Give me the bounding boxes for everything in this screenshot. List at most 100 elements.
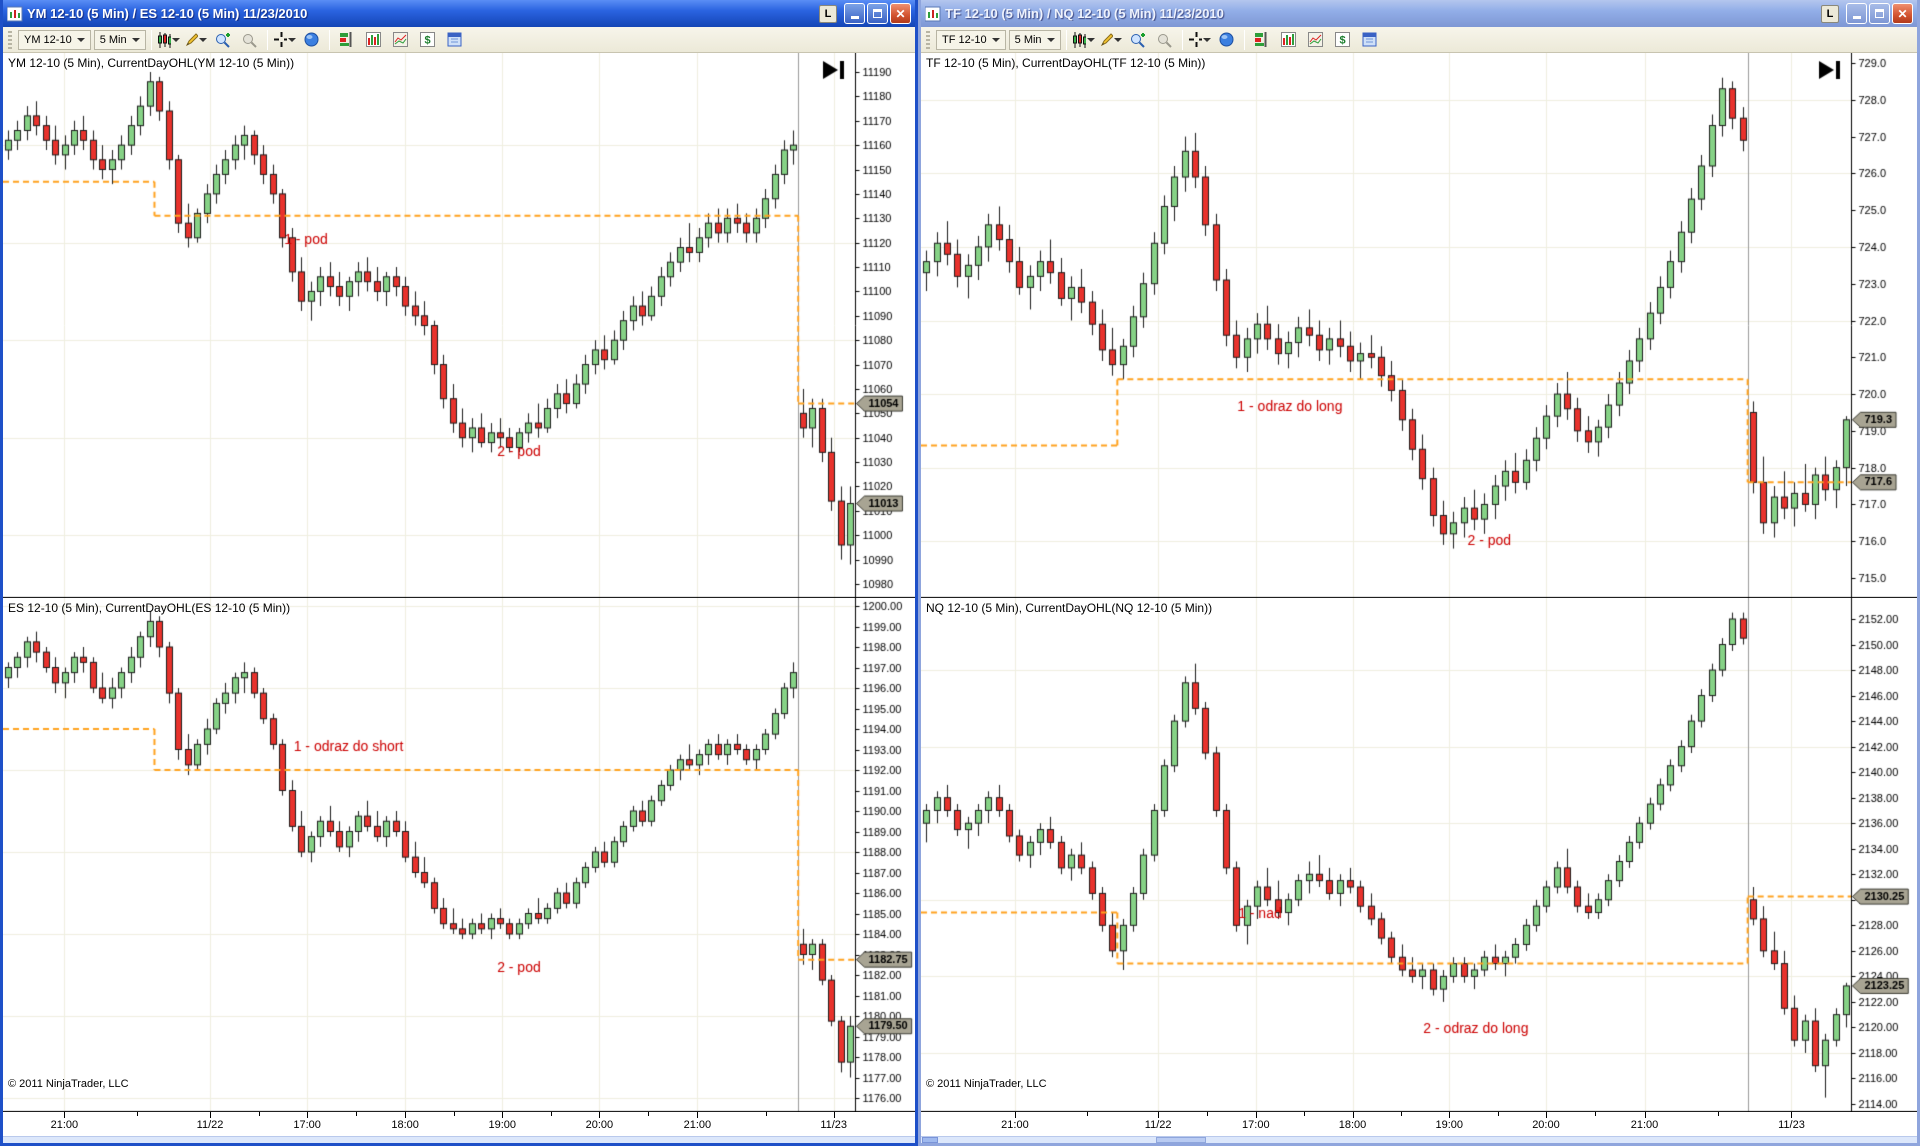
time-tick-minor: [1718, 1112, 1719, 1116]
nq-chart-canvas[interactable]: [921, 598, 1917, 1112]
time-tick-minor: [1086, 1112, 1088, 1116]
account-button[interactable]: $: [416, 29, 440, 51]
es-chart-canvas[interactable]: [3, 598, 915, 1112]
new-chart-button[interactable]: [362, 29, 386, 51]
account-button[interactable]: $: [1331, 29, 1355, 51]
chevron-down-icon: [171, 37, 180, 42]
app-icon: [925, 6, 941, 22]
time-tick: [210, 1112, 212, 1118]
globe-icon: [1219, 32, 1234, 47]
chart-style-button[interactable]: [157, 29, 181, 51]
maximize-button[interactable]: [1869, 3, 1890, 24]
link-button[interactable]: L: [819, 4, 837, 23]
time-tick-minor: [550, 1112, 552, 1116]
chevron-down-icon: [1113, 37, 1122, 42]
zoom-in-button[interactable]: [211, 29, 235, 51]
horizontal-scrollbar[interactable]: [921, 1136, 1917, 1143]
ym-chart-panel: YM 12-10 (5 Min), CurrentDayOHL(YM 12-10…: [3, 53, 915, 598]
time-tick-minor: [356, 1112, 358, 1116]
interval-selector[interactable]: 5 Min: [93, 29, 146, 50]
data-box-button[interactable]: [1215, 29, 1239, 51]
cursor-mode-button[interactable]: [1188, 29, 1212, 51]
minimize-button[interactable]: [844, 3, 865, 24]
interval-selector[interactable]: 5 Min: [1008, 29, 1061, 50]
chart-window-tf-nq: TF 12-10 (5 Min) / NQ 12-10 (5 Min) 11/2…: [918, 0, 1920, 1146]
market-depth-icon: [340, 32, 352, 47]
time-label: 21:00: [1630, 1119, 1659, 1131]
window-title: YM 12-10 (5 Min) / ES 12-10 (5 Min) 11/2…: [27, 6, 308, 21]
new-chart-button[interactable]: [1277, 29, 1301, 51]
titlebar[interactable]: YM 12-10 (5 Min) / ES 12-10 (5 Min) 11/2…: [3, 0, 915, 27]
time-label: 21:00: [1001, 1119, 1029, 1131]
instrument-selector[interactable]: TF 12-10: [936, 29, 1006, 50]
market-depth-button[interactable]: [1250, 29, 1274, 51]
properties-button[interactable]: [443, 29, 467, 51]
toolbar-grip-icon[interactable]: [8, 30, 12, 49]
chart-trader-button[interactable]: [389, 29, 413, 51]
zoom-in-button[interactable]: [1126, 29, 1150, 51]
time-tick: [1791, 1112, 1793, 1118]
line-chart-icon: [393, 32, 409, 47]
maximize-button[interactable]: [867, 3, 888, 24]
toolbar-separator: [328, 29, 330, 50]
time-tick-minor: [1400, 1112, 1402, 1116]
toolbar-separator: [1065, 29, 1067, 50]
time-label: 19:00: [1435, 1119, 1463, 1131]
toolbar-separator: [1243, 29, 1245, 50]
close-button[interactable]: ✕: [890, 3, 911, 24]
titlebar[interactable]: TF 12-10 (5 Min) / NQ 12-10 (5 Min) 11/2…: [921, 0, 1917, 27]
time-tick: [833, 1112, 835, 1118]
time-axis: 21:00 11/22 17:00 18:00 19:00 20:00 21:00 11/23: [921, 1112, 1917, 1136]
tf-chart-canvas[interactable]: [921, 53, 1917, 598]
close-button[interactable]: ✕: [1892, 3, 1913, 24]
time-label: 19:00: [488, 1119, 517, 1131]
link-button[interactable]: L: [1821, 4, 1839, 23]
chart-area: TF 12-10 (5 Min), CurrentDayOHL(TF 12-10…: [921, 53, 1917, 1112]
zoom-out-button[interactable]: [238, 29, 262, 51]
ym-chart-canvas[interactable]: [3, 53, 915, 598]
properties-button[interactable]: [1358, 29, 1382, 51]
candlestick-icon: [157, 31, 171, 48]
zoom-in-icon: [1130, 32, 1145, 48]
time-tick: [502, 1112, 504, 1118]
svg-text:$: $: [1339, 35, 1345, 47]
line-chart-icon: [1308, 32, 1324, 47]
chart-area: YM 12-10 (5 Min), CurrentDayOHL(YM 12-10…: [3, 53, 915, 1112]
time-label: 18:00: [1338, 1119, 1367, 1131]
horizontal-scrollbar[interactable]: [3, 1136, 915, 1143]
copyright-text: © 2011 NinjaTrader, LLC: [8, 1078, 129, 1090]
time-tick-minor: [765, 1112, 767, 1116]
zoom-out-button[interactable]: [1153, 29, 1177, 51]
time-tick-minor: [1206, 1112, 1208, 1116]
chart-style-button[interactable]: [1072, 29, 1096, 51]
instrument-selector[interactable]: YM 12-10: [18, 29, 91, 50]
tf-chart-panel: TF 12-10 (5 Min), CurrentDayOHL(TF 12-10…: [921, 53, 1917, 598]
market-depth-button[interactable]: [335, 29, 359, 51]
zoom-out-icon: [242, 33, 257, 48]
nq-chart-panel: NQ 12-10 (5 Min), CurrentDayOHL(NQ 12-10…: [921, 598, 1917, 1112]
market-depth-icon: [1255, 32, 1267, 47]
chart-trader-button[interactable]: [1304, 29, 1328, 51]
chevron-down-icon: [1046, 37, 1055, 42]
chevron-down-icon: [1086, 37, 1095, 42]
time-tick: [1158, 1112, 1160, 1118]
panel-icon: [1362, 32, 1377, 47]
toolbar-separator: [1181, 29, 1183, 50]
chevron-down-icon: [76, 37, 85, 42]
time-tick: [307, 1112, 309, 1118]
globe-icon: [304, 32, 319, 47]
time-tick-minor: [453, 1112, 455, 1116]
toolbar-grip-icon[interactable]: [926, 30, 930, 49]
scrollbar-left-button[interactable]: [922, 1137, 938, 1143]
drawing-tools-button[interactable]: [1099, 29, 1123, 51]
data-box-button[interactable]: [300, 29, 324, 51]
drawing-tools-button[interactable]: [184, 29, 208, 51]
es-chart-panel: ES 12-10 (5 Min), CurrentDayOHL(ES 12-10…: [3, 598, 915, 1112]
minimize-button[interactable]: [1846, 3, 1867, 24]
cursor-mode-button[interactable]: [273, 29, 297, 51]
time-tick-minor: [258, 1112, 260, 1116]
toolbar-separator: [150, 29, 152, 50]
scrollbar-thumb[interactable]: [1156, 1137, 1206, 1143]
chart-label: ES 12-10 (5 Min), CurrentDayOHL(ES 12-10…: [8, 601, 291, 615]
time-tick: [1644, 1112, 1646, 1118]
